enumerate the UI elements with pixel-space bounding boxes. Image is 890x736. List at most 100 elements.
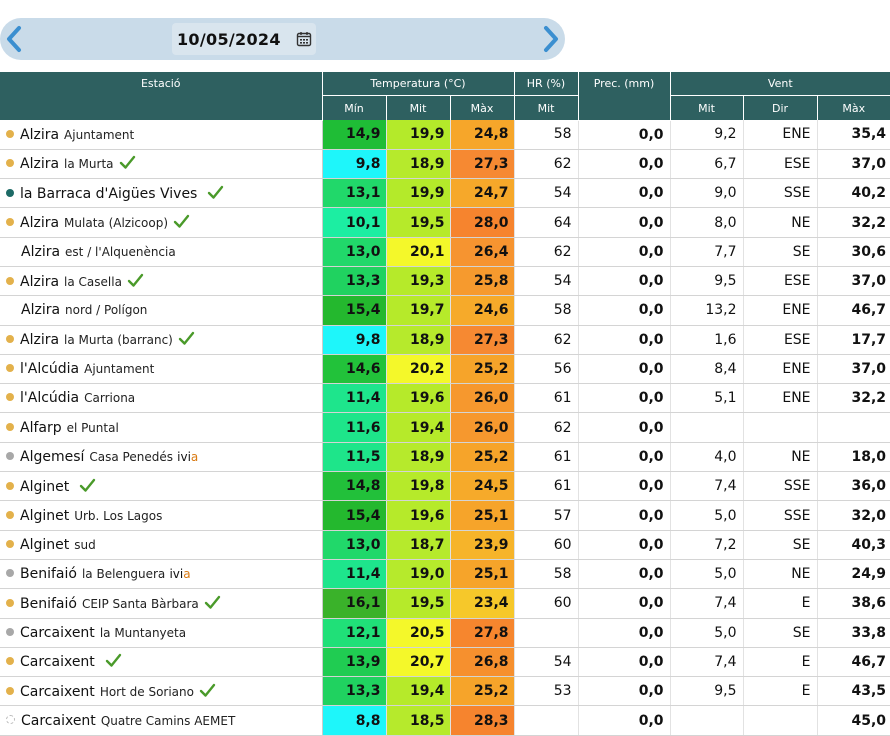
previous-day-button[interactable] [0, 18, 28, 60]
temp-max-cell: 25,1 [449, 500, 515, 531]
header-wind-max[interactable]: Màx [816, 95, 890, 120]
wind-max-cell: 35,4 [816, 120, 890, 150]
wind-mid-cell: 1,6 [669, 325, 744, 355]
station-status-dot [6, 422, 14, 431]
station-cell[interactable]: Alginet [0, 471, 323, 502]
temp-min-cell: 8,8 [321, 705, 386, 736]
humidity-cell: 62 [513, 325, 579, 355]
temp-max-cell: 23,4 [449, 588, 515, 619]
precipitation-cell: 0,0 [577, 266, 671, 297]
temp-max-cell: 24,7 [449, 178, 515, 209]
header-temp-min[interactable]: Mín [321, 95, 386, 120]
header-humidity[interactable]: HR (%) [513, 72, 579, 96]
station-cell[interactable]: Carcaixent Quatre Camins AEMET [0, 705, 323, 736]
header-wind-mid[interactable]: Mit [669, 95, 744, 120]
station-cell[interactable]: l'Alcúdia Ajuntament [0, 354, 323, 385]
table-row[interactable]: Alginet 14,8 19,8 24,5 61 0,0 7,4 SSE 36,0 [0, 471, 890, 502]
station-town: Carcaixent [20, 654, 95, 671]
checkmark-icon [173, 214, 190, 228]
station-cell[interactable]: Alzira Mulata (Alzicoop) [0, 207, 323, 238]
header-temp-mid[interactable]: Mit [385, 95, 450, 120]
station-cell[interactable]: la Barraca d'Aigües Vives [0, 178, 323, 209]
station-status-dot [6, 510, 14, 519]
table-row[interactable]: Alginet sud 13,0 18,7 23,9 60 0,0 7,2 SE 40,3 [0, 530, 890, 560]
table-row[interactable]: Alginet Urb. Los Lagos 15,4 19,6 25,1 57 0,0 5,… [0, 500, 890, 531]
table-row[interactable]: Carcaixent Quatre Camins AEMET 8,8 18,5 28,3… [0, 705, 890, 736]
station-status-dot [6, 481, 14, 490]
precipitation-cell: 0,0 [577, 676, 671, 707]
temp-mid-cell: 18,9 [385, 149, 450, 180]
table-row[interactable]: l'Alcúdia Carriona 11,4 19,6 26,0 61 0,0 5,1 ENE… [0, 383, 890, 414]
wind-max-cell: 32,0 [816, 500, 890, 531]
station-status-dot [6, 451, 14, 460]
next-day-button[interactable] [537, 18, 565, 60]
station-cell[interactable]: Alzira est / l'Alquenència [0, 237, 323, 267]
station-cell[interactable]: Benifaió la Belenguera ivia [0, 559, 323, 590]
station-cell[interactable]: Alginet Urb. Los Lagos [0, 500, 323, 531]
station-status-dot [6, 598, 14, 607]
station-location: CEIP Santa Bàrbara [81, 596, 199, 611]
wind-dir-cell: ESE [742, 266, 818, 297]
table-row[interactable]: Algemesí Casa Penedés ivia 11,5 18,9 25,2 61 0… [0, 442, 890, 473]
header-temp-max[interactable]: Màx [449, 95, 515, 120]
wind-max-cell: 43,5 [816, 676, 890, 707]
table-row[interactable]: Alzira Mulata (Alzicoop) 10,1 19,5 28,0 64 0,0… [0, 207, 890, 238]
humidity-cell: 61 [513, 383, 579, 414]
station-cell[interactable]: Alginet sud [0, 530, 323, 560]
table-row[interactable]: Benifaió CEIP Santa Bàrbara 16,1 19,5 23,4 60… [0, 588, 890, 619]
table-row[interactable]: Alzira Ajuntament 14,9 19,9 24,8 58 0,0 9,2 ENE 3… [0, 120, 890, 150]
temp-max-cell: 24,8 [449, 120, 515, 150]
station-cell[interactable]: Alzira Ajuntament [0, 120, 323, 150]
wind-mid-cell: 7,4 [669, 588, 744, 619]
table-row[interactable]: Carcaixent la Muntanyeta 12,1 20,5 27,8 0,0 5,… [0, 618, 890, 648]
humidity-cell: 54 [513, 647, 579, 678]
station-location: Carriona [84, 391, 136, 406]
station-cell[interactable]: Carcaixent la Muntanyeta [0, 618, 323, 648]
table-row[interactable]: Alzira nord / Polígon 15,4 19,7 24,6 58 0,0 13,… [0, 295, 890, 326]
table-row[interactable]: Alzira la Murta 9,8 18,9 27,3 62 0,0 6,7 ESE 37,0 [0, 149, 890, 180]
station-cell[interactable]: Alzira nord / Polígon [0, 295, 323, 326]
ivia-logo: ivia [169, 567, 191, 582]
station-location: est / l'Alquenència [65, 244, 176, 259]
table-row[interactable]: Alzira est / l'Alquenència 13,0 20,1 26,4 62 0… [0, 237, 890, 267]
calendar-icon[interactable] [296, 31, 312, 47]
station-cell[interactable]: l'Alcúdia Carriona [0, 383, 323, 414]
humidity-cell: 62 [513, 237, 579, 267]
station-location: la Casella [64, 274, 122, 289]
station-cell[interactable]: Carcaixent [0, 647, 323, 678]
table-row[interactable]: Benifaió la Belenguera ivia 11,4 19,0 25,1 58… [0, 559, 890, 590]
table-row[interactable]: Carcaixent 13,9 20,7 26,8 54 0,0 7,4 E 46,7 [0, 647, 890, 678]
wind-mid-cell: 9,0 [669, 178, 744, 209]
header-hr-mid[interactable]: Mit [513, 95, 579, 120]
station-cell[interactable]: Alfarp el Puntal [0, 412, 323, 443]
temp-mid-cell: 19,3 [385, 266, 450, 297]
temp-max-cell: 26,8 [449, 647, 515, 678]
temp-min-cell: 9,8 [321, 325, 386, 355]
header-precipitation[interactable]: Prec. (mm) [577, 72, 671, 121]
station-cell[interactable]: Alzira la Murta [0, 149, 323, 180]
table-row[interactable]: Carcaixent Hort de Soriano 13,3 19,4 25,2 53 0… [0, 676, 890, 707]
table-row[interactable]: Alzira la Murta (barranc) 9,8 18,9 27,3 62 0,0… [0, 325, 890, 355]
table-row[interactable]: l'Alcúdia Ajuntament 14,6 20,2 25,2 56 0,0 8,4 E… [0, 354, 890, 385]
header-wind[interactable]: Vent [669, 72, 890, 96]
station-cell[interactable]: Alzira la Casella [0, 266, 323, 297]
station-cell[interactable]: Carcaixent Hort de Soriano [0, 676, 323, 707]
temp-min-cell: 14,6 [321, 354, 386, 385]
header-wind-dir[interactable]: Dir [742, 95, 818, 120]
station-cell[interactable]: Alzira la Murta (barranc) [0, 325, 323, 355]
table-row[interactable]: la Barraca d'Aigües Vives 13,1 19,9 24,7 54 0… [0, 178, 890, 209]
header-station[interactable]: Estació [0, 72, 322, 121]
date-picker[interactable]: 10/05/2024 [172, 23, 316, 55]
station-location: Ajuntament [84, 362, 155, 377]
temp-max-cell: 26,0 [449, 412, 515, 443]
station-town: Benifaió [20, 566, 77, 583]
header-temperature[interactable]: Temperatura (°C) [321, 72, 515, 96]
wind-mid-cell [669, 412, 744, 443]
station-cell[interactable]: Algemesí Casa Penedés ivia [0, 442, 323, 473]
temp-min-cell: 14,9 [321, 120, 386, 150]
wind-dir-cell: ESE [742, 149, 818, 180]
table-row[interactable]: Alzira la Casella 13,3 19,3 25,8 54 0,0 9,5 ESE 3… [0, 266, 890, 297]
station-cell[interactable]: Benifaió CEIP Santa Bàrbara [0, 588, 323, 619]
table-row[interactable]: Alfarp el Puntal 11,6 19,4 26,0 62 0,0 [0, 412, 890, 443]
wind-dir-cell: E [742, 588, 818, 619]
